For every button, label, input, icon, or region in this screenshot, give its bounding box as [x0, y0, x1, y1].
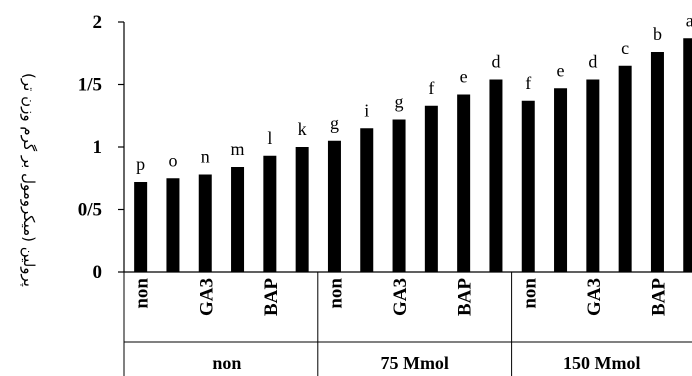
- x-axis-groups: non 75 Mmol 150 Mmol: [123, 272, 692, 376]
- bar-letter-label: l: [267, 128, 272, 148]
- bar-letter-label: k: [298, 119, 307, 139]
- bar: [166, 178, 180, 272]
- bar-letter-label: f: [525, 73, 531, 93]
- bar: [263, 155, 277, 272]
- x-tick-label: non: [132, 278, 153, 309]
- y-tick-label: 1/5: [78, 75, 102, 96]
- x-tick-label: non: [325, 278, 346, 309]
- y-tick-label: 0/5: [78, 200, 102, 221]
- x-tick-label: GA3: [390, 278, 411, 316]
- bar-letter-label: f: [428, 78, 434, 98]
- x-axis-treatments: non GA3 BAP non GA3 BAP non GA3 BAP: [132, 278, 670, 316]
- bar: [198, 174, 212, 272]
- y-axis-label: پرولین (میکرومول بر گرم وزن تر): [19, 73, 38, 287]
- bar: [521, 100, 535, 272]
- bar-letter-label: d: [491, 52, 500, 72]
- bar: [650, 52, 664, 272]
- x-tick-label: non: [519, 278, 540, 309]
- x-tick-label: BAP: [455, 278, 476, 316]
- bar: [586, 79, 600, 272]
- bar-letter-label: a: [686, 10, 692, 30]
- group-label: 150 Mmol: [563, 353, 640, 373]
- bars: [134, 38, 692, 272]
- group-label: non: [212, 353, 241, 373]
- bar-letter-label: m: [231, 139, 245, 159]
- bar: [327, 140, 341, 272]
- bar: [231, 167, 245, 272]
- bar: [457, 94, 471, 272]
- bar: [295, 147, 309, 272]
- bar: [424, 105, 438, 272]
- bar-letter-label: e: [460, 67, 468, 87]
- bar-letter-label: o: [168, 150, 177, 170]
- bar: [683, 38, 692, 272]
- bar: [360, 128, 374, 272]
- bar: [618, 65, 632, 272]
- x-tick-label: BAP: [261, 278, 282, 316]
- y-axis-ticks: 0 0/5 1 1/5 2: [78, 12, 124, 283]
- x-tick-label: BAP: [648, 278, 669, 316]
- x-tick-label: GA3: [584, 278, 605, 316]
- bar-letter-label: g: [395, 92, 404, 112]
- bar: [489, 79, 503, 272]
- bar-letter-label: e: [557, 60, 565, 80]
- bar-letter-label: b: [653, 24, 662, 44]
- group-label: 75 Mmol: [380, 353, 448, 373]
- significance-letters: p o n m l k g i g f e d f e d c b a: [136, 10, 692, 174]
- bar: [392, 119, 406, 272]
- bar-letter-label: c: [621, 38, 629, 58]
- bar: [134, 182, 148, 272]
- y-tick-label: 2: [93, 12, 103, 33]
- axes: [123, 22, 692, 273]
- bar-letter-label: p: [136, 154, 145, 174]
- y-tick-label: 0: [93, 262, 103, 283]
- x-tick-label: GA3: [196, 278, 217, 316]
- bar-letter-label: n: [201, 147, 210, 167]
- bar-letter-label: d: [588, 52, 597, 72]
- bar-letter-label: g: [330, 113, 339, 133]
- bar-letter-label: i: [364, 100, 369, 120]
- bar: [554, 88, 568, 272]
- y-tick-label: 1: [93, 137, 103, 158]
